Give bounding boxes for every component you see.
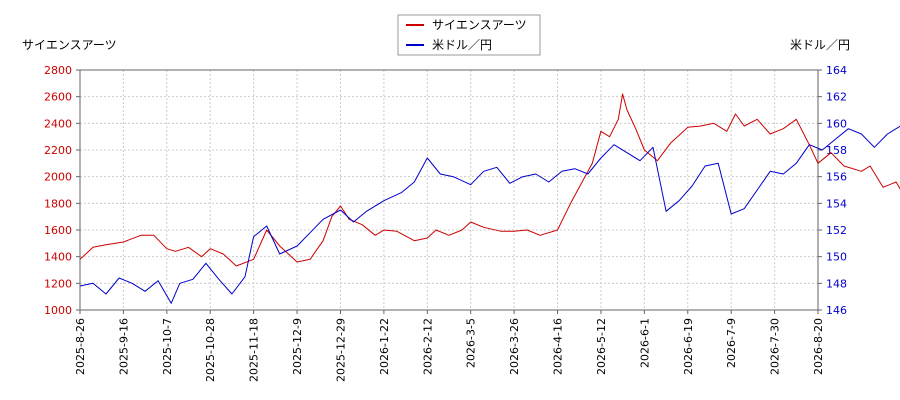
right-tick-label: 156 — [826, 171, 847, 184]
right-tick-label: 152 — [826, 224, 847, 237]
x-axis: 2025-8-26 2025-9-16 2025-10-7 2025-10-28 202… — [74, 310, 825, 382]
x-tick-label: 2026-2-12 — [421, 318, 434, 375]
x-tick-label: 2026-7-30 — [769, 318, 782, 375]
left-axis-title: サイエンスアーツ — [22, 38, 117, 52]
legend: サイエンスアーツ 米ドル／円 — [397, 14, 541, 56]
legend-label-usdjpy: 米ドル／円 — [432, 38, 492, 52]
series-line-science-arts — [79, 93, 900, 267]
right-tick-label: 146 — [826, 304, 847, 317]
left-tick-label: 1200 — [44, 277, 72, 290]
left-tick-label: 1000 — [44, 304, 72, 317]
x-tick-label: 2025-12-29 — [334, 318, 347, 382]
right-tick-label: 160 — [826, 117, 847, 130]
left-y-axis: 1000 1200 1400 1600 1800 2000 2200 2400 2600 2800 — [44, 64, 80, 317]
x-tick-label: 2026-3-5 — [465, 318, 478, 368]
right-tick-label: 158 — [826, 144, 847, 157]
right-tick-label: 150 — [826, 251, 847, 264]
x-tick-label: 2026-1-22 — [378, 318, 391, 375]
right-tick-label: 164 — [826, 64, 847, 77]
x-tick-label: 2025-12-9 — [291, 318, 304, 375]
right-y-axis: 146 148 150 152 154 156 158 160 162 164 — [818, 64, 847, 317]
x-tick-label: 2025-10-7 — [161, 318, 174, 375]
x-tick-label: 2025-9-16 — [117, 318, 130, 375]
x-tick-label: 2025-10-28 — [204, 318, 217, 382]
series-line-usdjpy — [79, 125, 900, 304]
legend-label-science-arts: サイエンスアーツ — [432, 18, 527, 32]
x-tick-label: 2025-11-18 — [248, 318, 261, 382]
plot-area-frame — [79, 69, 819, 311]
left-tick-label: 2800 — [44, 64, 72, 77]
right-tick-label: 154 — [826, 197, 847, 210]
right-tick-label: 148 — [826, 277, 847, 290]
series-layer — [79, 93, 900, 304]
left-tick-label: 1800 — [44, 197, 72, 210]
right-axis-title: 米ドル／円 — [790, 38, 850, 52]
x-tick-label: 2026-6-19 — [682, 318, 695, 375]
x-tick-label: 2026-3-26 — [508, 318, 521, 375]
right-tick-label: 162 — [826, 91, 847, 104]
legend-box — [397, 14, 541, 56]
left-tick-label: 2000 — [44, 171, 72, 184]
x-tick-label: 2026-4-16 — [552, 318, 565, 375]
left-tick-label: 2400 — [44, 117, 72, 130]
x-tick-label: 2026-5-12 — [595, 318, 608, 375]
x-tick-label: 2026-7-9 — [725, 318, 738, 368]
left-tick-label: 1600 — [44, 224, 72, 237]
left-tick-label: 1400 — [44, 251, 72, 264]
grid — [79, 69, 819, 311]
x-tick-label: 2026-8-20 — [812, 318, 825, 375]
x-tick-label: 2025-8-26 — [74, 318, 87, 375]
left-tick-label: 2200 — [44, 144, 72, 157]
x-tick-label: 2026-6-1 — [638, 318, 651, 368]
left-tick-label: 2600 — [44, 91, 72, 104]
